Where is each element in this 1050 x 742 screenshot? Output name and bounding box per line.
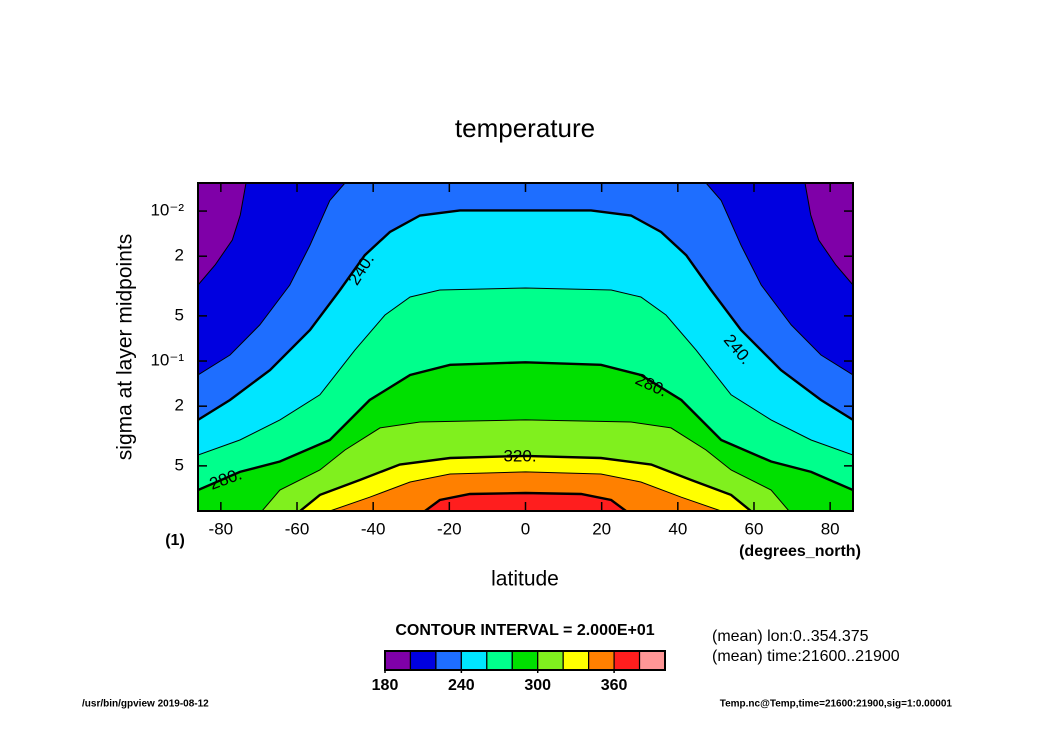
contour-fills	[198, 183, 853, 511]
chart-title: temperature	[455, 113, 595, 143]
footer-left: /usr/bin/gpview 2019-08-12	[82, 699, 209, 710]
footer-right: Temp.nc@Temp,time=21600:21900,sig=1:0.00…	[720, 699, 953, 710]
colorbar-box	[384, 650, 412, 671]
contour-line	[198, 287, 853, 456]
colorbar-box	[562, 650, 590, 671]
colorbar-tick-label: 180	[372, 677, 399, 694]
contour-interval: CONTOUR INTERVAL = 2.000E+01	[395, 622, 654, 639]
contour-line	[329, 471, 722, 511]
y-base-label: (1)	[165, 532, 185, 549]
colorbar-tick-label: 300	[524, 677, 551, 694]
y-tick-label: 10⁻¹	[150, 351, 184, 370]
x-units: (degrees_north)	[739, 543, 861, 560]
contour-line	[424, 491, 627, 511]
colorbar-box	[460, 650, 488, 671]
x-tick-label: -60	[285, 519, 310, 538]
x-tick-label: 40	[668, 519, 687, 538]
y-tick-label: 2	[175, 396, 184, 415]
y-axis-label: sigma at layer midpoints	[114, 234, 137, 460]
colorbar-box	[588, 650, 615, 671]
contour-band	[198, 471, 853, 511]
contour-line	[198, 183, 853, 286]
x-axis-label: latitude	[491, 568, 559, 591]
colorbar-box	[638, 650, 666, 671]
y-tick-label: 2	[175, 246, 184, 265]
contour-line	[261, 419, 790, 511]
x-tick-label: -20	[437, 519, 462, 538]
x-tick-label: 20	[592, 519, 611, 538]
contour-line	[198, 209, 853, 421]
y-tick-label: 10⁻²	[150, 201, 184, 220]
colorbar-box	[511, 650, 539, 671]
contour-label: 320.	[503, 446, 536, 465]
note: (mean) lon:0..354.375	[712, 628, 869, 645]
colorbar-box	[435, 650, 462, 671]
colorbar-box	[409, 650, 437, 671]
contour-line	[198, 361, 853, 492]
colorbar-box	[613, 650, 641, 671]
x-tick-label: -80	[209, 519, 234, 538]
y-tick-label: 5	[175, 305, 184, 324]
contour-line	[198, 183, 853, 376]
contour-lines	[198, 183, 853, 511]
colorbar-tick-label: 240	[448, 677, 475, 694]
x-tick-label: 0	[521, 519, 530, 538]
note: (mean) time:21600..21900	[712, 648, 900, 665]
colorbar-box	[537, 650, 564, 671]
colorbar-tick-label: 360	[601, 677, 628, 694]
colorbar-frame	[384, 650, 666, 671]
x-tick-label: 80	[821, 519, 840, 538]
x-tick-label: -40	[361, 519, 386, 538]
contour-line	[299, 454, 752, 511]
y-tick-label: 5	[175, 455, 184, 474]
x-tick-label: 60	[745, 519, 764, 538]
colorbar-box	[486, 650, 513, 671]
